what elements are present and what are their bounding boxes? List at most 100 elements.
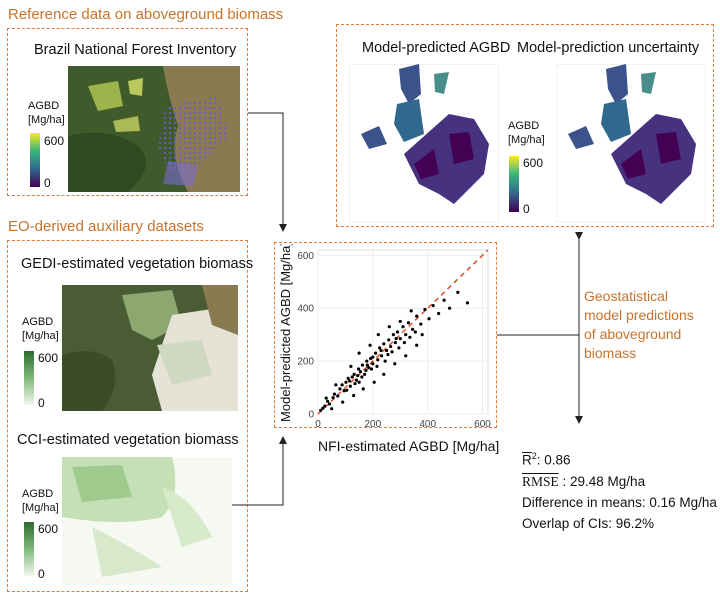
scatter-point [419,322,423,326]
scatter-point [332,392,337,396]
y-tick-label: 600 [297,251,314,262]
nfi-colorbar-label-1: AGBD [28,100,60,112]
scatter-point [361,387,365,391]
gedi-colorbar-label-1: AGBD [22,316,54,328]
scatter-point [323,404,327,408]
scatter-point [368,343,372,347]
scatter-point [341,400,345,404]
scatter-point [338,387,342,391]
scatter-point [346,376,350,380]
gedi-colorbar-tick-low: 0 [38,396,45,410]
scatter-point [371,362,375,366]
y-tick-labels: 0 200 400 600 [297,251,314,421]
scatter-point [383,359,387,363]
stat-rmse: RMSE : 29.48 Mg/ha [522,471,717,492]
scatter-point [348,384,352,388]
scatter-point [358,370,363,374]
section-title-reference: Reference data on aboveground biomass [8,6,284,23]
predicted-agbd-map [349,64,499,222]
one-to-one-line [317,249,489,415]
scatter-point [382,342,386,346]
scatter-point [401,325,405,329]
scatter-point [354,378,358,382]
scatter-point [375,364,379,368]
scatter-point [342,389,346,393]
pred-colorbar-tick-high: 600 [523,156,544,170]
cci-colorbar [24,522,34,576]
scatter-point [363,372,367,376]
gedi-map-title: GEDI-estimated vegetation biomass [21,256,254,272]
geostat-caption-line-1: Geostatistical [584,288,669,304]
scatter-point [402,340,406,345]
scatter-point [364,368,368,372]
scatter-point [465,301,470,305]
section-title-auxiliary: EO-derived auxiliary datasets [8,218,204,235]
scatter-point [365,359,369,363]
stat-r2: R2: 0.86 [522,451,571,468]
scatter-point [387,325,391,329]
scatter-point [431,303,435,308]
scatter-points [319,290,470,412]
stat-overlap-of-cis: Overlap of CIs: 96.2% [522,515,655,531]
scatter-point [324,396,328,400]
scatter-point [336,394,340,398]
scatter-point [382,372,386,376]
pred-colorbar-label-2: [Mg/ha] [508,134,545,146]
x-tick-label: 200 [364,419,381,430]
scatter-point [406,321,411,325]
cci-map [62,457,232,585]
nfi-map [68,66,240,192]
pred-colorbar-tick-low: 0 [523,202,530,216]
pred-colorbar [509,156,519,212]
x-tick-label: 400 [419,419,436,430]
scatter-point [413,330,417,334]
scatter-point [367,366,371,370]
r2-symbol: R [522,452,532,468]
scatter-point [427,317,431,321]
predicted-map-title: Model-predicted AGBD [362,40,511,56]
cci-colorbar-tick-high: 600 [38,522,59,536]
scatter-point [378,346,382,350]
scatter-point [350,375,354,379]
geostat-caption: Geostatistical model predictions of abov… [584,287,694,363]
cci-map-title: CCI-estimated vegetation biomass [17,432,239,448]
scatter-point [344,380,348,384]
x-axis-label: NFI-estimated AGBD [Mg/ha] [318,438,500,454]
x-tick-labels: 0 200 400 600 [315,419,491,430]
rmse-value: : 29.48 Mg/ha [558,473,646,489]
scatter-plot: 0 200 400 600 0 200 400 600 Model-predicted AG… [278,244,491,430]
scatter-point [327,402,332,406]
nfi-colorbar [30,133,40,187]
scatter-point [386,352,390,357]
fit-statistics: R2: 0.86 RMSE : 29.48 Mg/ha Difference i… [522,446,717,534]
auxiliary-data-box [7,240,248,592]
scatter-point [357,351,361,355]
scatter-point [415,314,419,318]
scatter-point [420,333,424,337]
gedi-colorbar [24,351,34,405]
gedi-colorbar-tick-high: 600 [38,351,59,365]
y-tick-label: 400 [297,304,314,315]
scatter-point [330,407,334,411]
scatter-point [371,355,375,359]
uncertainty-map-title: Model-prediction uncertainty [517,40,700,56]
geostat-caption-line-3: of aboveground [584,326,682,342]
scatter-point [409,309,413,313]
scatter-point [356,374,360,378]
y-tick-label: 200 [297,357,314,368]
scatter-point [408,335,412,339]
scatter-point [321,406,325,410]
scatter-point [398,319,402,324]
rmse-symbol: RMSE [522,473,559,489]
scatter-point [352,393,356,398]
scatter-point [365,363,369,367]
scatter-point [415,343,419,347]
grid-lines [317,250,488,415]
nfi-colorbar-tick-low: 0 [44,176,51,190]
scatter-point [340,383,344,387]
x-tick-label: 0 [315,419,321,430]
scatter-point [391,333,396,337]
gedi-map [62,285,238,411]
scatter-point [331,396,335,400]
